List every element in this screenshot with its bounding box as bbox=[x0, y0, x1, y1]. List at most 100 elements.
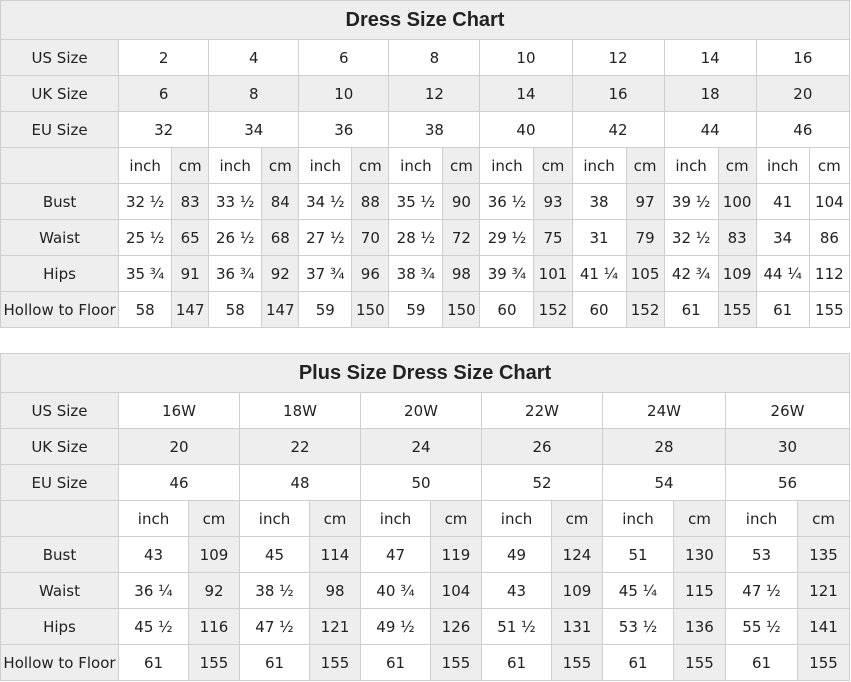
value-cm: 155 bbox=[673, 644, 726, 681]
value-cm: 126 bbox=[430, 608, 482, 645]
value-cm: 83 bbox=[717, 219, 757, 256]
size-cell: 34 bbox=[208, 111, 300, 148]
size-cell: 40 bbox=[479, 111, 573, 148]
size-cell: 38 bbox=[388, 111, 481, 148]
chart-title: Plus Size Dress Size Chart bbox=[0, 353, 851, 393]
size-cell: 18W bbox=[239, 392, 361, 429]
value-cm: 121 bbox=[796, 572, 851, 609]
unit-row: inch cm inch cm inch cm inch cm inch cm inch cm inch… bbox=[0, 147, 851, 184]
value-cm: 150 bbox=[442, 291, 481, 328]
size-cell: 10 bbox=[298, 75, 390, 112]
value-cm: 155 bbox=[717, 291, 757, 328]
unit-inch: inch bbox=[663, 147, 719, 184]
value-cm: 97 bbox=[625, 183, 665, 220]
unit-cm: cm bbox=[808, 147, 851, 184]
title-row: Plus Size Dress Size Chart bbox=[0, 353, 851, 393]
unit-cm: cm bbox=[430, 500, 482, 537]
size-cell: 46 bbox=[755, 111, 851, 148]
row-label: Waist bbox=[0, 572, 119, 609]
unit-inch: inch bbox=[118, 147, 173, 184]
value-inch: 51 ½ bbox=[481, 608, 552, 645]
value-cm: 70 bbox=[351, 219, 390, 256]
measurement-row: Hips 45 ½ 116 47 ½ 121 49 ½ 126 51 ½ 131 53 ½ 136 5… bbox=[0, 608, 851, 645]
value-inch: 49 ½ bbox=[360, 608, 431, 645]
unit-cm: cm bbox=[442, 147, 481, 184]
value-inch: 32 ½ bbox=[663, 219, 719, 256]
size-cell: 6 bbox=[118, 75, 210, 112]
value-cm: 155 bbox=[430, 644, 482, 681]
value-cm: 115 bbox=[673, 572, 726, 609]
value-inch: 60 bbox=[571, 291, 627, 328]
value-cm: 100 bbox=[717, 183, 757, 220]
row-label: US Size bbox=[0, 39, 120, 76]
value-cm: 79 bbox=[625, 219, 665, 256]
value-cm: 91 bbox=[171, 255, 210, 292]
value-inch: 39 ½ bbox=[663, 183, 719, 220]
value-inch: 39 ¾ bbox=[479, 255, 535, 292]
value-inch: 58 bbox=[208, 291, 263, 328]
size-cell: 22 bbox=[239, 428, 361, 465]
value-cm: 68 bbox=[261, 219, 300, 256]
unit-inch: inch bbox=[755, 147, 810, 184]
value-inch: 47 bbox=[360, 536, 431, 573]
value-cm: 104 bbox=[430, 572, 482, 609]
size-cell: 16 bbox=[571, 75, 665, 112]
size-cell: 46 bbox=[118, 464, 240, 501]
unit-inch: inch bbox=[602, 500, 674, 537]
measurement-row: Hollow to Floor 61 155 61 155 61 155 61 155 61 155… bbox=[0, 644, 851, 681]
value-inch: 41 ¼ bbox=[571, 255, 627, 292]
value-cm: 141 bbox=[796, 608, 851, 645]
size-cell: 16 bbox=[755, 39, 851, 76]
unit-inch: inch bbox=[298, 147, 353, 184]
value-inch: 35 ½ bbox=[388, 183, 444, 220]
unit-cm: cm bbox=[625, 147, 665, 184]
value-cm: 130 bbox=[673, 536, 726, 573]
size-cell: 8 bbox=[208, 75, 300, 112]
unit-inch: inch bbox=[208, 147, 263, 184]
value-cm: 124 bbox=[551, 536, 603, 573]
size-row-eu: EU Size 46 48 50 52 54 56 bbox=[0, 464, 851, 501]
size-cell: 20 bbox=[118, 428, 240, 465]
value-inch: 32 ½ bbox=[118, 183, 173, 220]
measurement-row: Hollow to Floor 58 147 58 147 59 150 59 150 60 152… bbox=[0, 291, 851, 328]
value-inch: 26 ½ bbox=[208, 219, 263, 256]
row-label: UK Size bbox=[0, 428, 119, 465]
row-label: Bust bbox=[0, 536, 119, 573]
size-cell: 18 bbox=[663, 75, 757, 112]
value-inch: 25 ½ bbox=[118, 219, 173, 256]
value-inch: 49 bbox=[481, 536, 552, 573]
row-label: Hollow to Floor bbox=[0, 291, 120, 328]
value-inch: 38 bbox=[571, 183, 627, 220]
value-inch: 40 ¾ bbox=[360, 572, 431, 609]
size-cell: 8 bbox=[388, 39, 481, 76]
unit-inch: inch bbox=[118, 500, 189, 537]
value-inch: 45 ¼ bbox=[602, 572, 674, 609]
value-cm: 116 bbox=[188, 608, 240, 645]
size-cell: 20W bbox=[360, 392, 482, 429]
size-row-uk: UK Size 6 8 10 12 14 16 18 20 bbox=[0, 75, 851, 112]
size-cell: 36 bbox=[298, 111, 390, 148]
value-inch: 61 bbox=[481, 644, 552, 681]
value-inch: 34 ½ bbox=[298, 183, 353, 220]
value-cm: 155 bbox=[551, 644, 603, 681]
size-cell: 20 bbox=[755, 75, 851, 112]
measurement-row: Bust 43 109 45 114 47 119 49 124 51 130 53 135 bbox=[0, 536, 851, 573]
row-label: Hips bbox=[0, 608, 119, 645]
size-cell: 52 bbox=[481, 464, 603, 501]
value-inch: 55 ½ bbox=[725, 608, 798, 645]
value-cm: 147 bbox=[171, 291, 210, 328]
size-cell: 12 bbox=[571, 39, 665, 76]
value-inch: 28 ½ bbox=[388, 219, 444, 256]
value-cm: 119 bbox=[430, 536, 482, 573]
value-inch: 43 bbox=[118, 536, 189, 573]
value-inch: 61 bbox=[602, 644, 674, 681]
value-cm: 75 bbox=[533, 219, 573, 256]
row-label: EU Size bbox=[0, 464, 119, 501]
title-row: Dress Size Chart bbox=[0, 0, 850, 40]
value-inch: 61 bbox=[663, 291, 719, 328]
unit-inch: inch bbox=[725, 500, 798, 537]
size-cell: 16W bbox=[118, 392, 240, 429]
unit-inch: inch bbox=[481, 500, 552, 537]
size-cell: 54 bbox=[602, 464, 726, 501]
unit-cm: cm bbox=[188, 500, 240, 537]
